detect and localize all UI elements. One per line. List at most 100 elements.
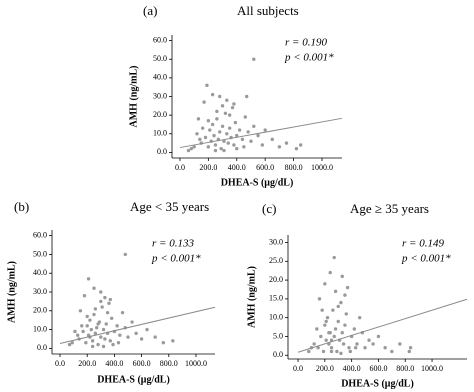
point	[219, 146, 223, 151]
point	[353, 346, 358, 350]
point	[75, 333, 80, 337]
trend-line	[179, 117, 343, 149]
point	[196, 117, 201, 121]
point	[198, 137, 202, 142]
y-axis-label: AMH (ng/mL)	[128, 66, 139, 128]
point	[210, 122, 215, 127]
point	[215, 109, 219, 114]
point	[90, 339, 95, 343]
point	[390, 349, 394, 354]
point	[226, 141, 230, 145]
annotation: r = 0.190	[285, 37, 327, 49]
point	[345, 285, 350, 290]
point	[246, 130, 250, 134]
point	[78, 309, 83, 313]
point	[118, 333, 122, 337]
chart-title: All subjects	[237, 3, 299, 18]
point	[327, 330, 331, 335]
point	[243, 115, 247, 119]
point	[103, 337, 107, 341]
x-tick-label: 800.0	[160, 359, 178, 368]
point	[101, 344, 106, 349]
point	[93, 331, 98, 336]
annotation: r = 0.133	[152, 238, 194, 250]
point	[225, 132, 229, 136]
point	[230, 105, 235, 110]
y-tick-label: 0.0	[157, 147, 167, 156]
point	[84, 341, 88, 345]
point	[153, 335, 157, 339]
point	[161, 341, 166, 345]
x-tick-label: 1000.0	[421, 364, 443, 373]
trend-line	[59, 306, 216, 344]
point	[99, 290, 103, 294]
y-tick-label: 10.0	[33, 324, 47, 333]
x-tick-label: 800.0	[285, 163, 303, 172]
point	[103, 295, 107, 300]
point	[348, 349, 353, 354]
point	[340, 274, 344, 279]
y-tick-label: 15.0	[269, 294, 283, 303]
annotation: r = 0.149	[402, 238, 444, 250]
point	[336, 304, 340, 309]
point	[206, 119, 211, 123]
x-tick-label: 200.0	[78, 359, 96, 368]
y-tick-label: 25.0	[269, 256, 283, 265]
point	[245, 94, 249, 99]
point	[115, 324, 119, 328]
point	[130, 320, 134, 324]
y-tick-label: 0.0	[37, 343, 47, 352]
point	[319, 334, 323, 339]
point	[284, 141, 289, 145]
point	[235, 133, 239, 138]
point	[242, 145, 246, 149]
point	[80, 324, 84, 328]
x-tick-label: 0.0	[55, 359, 65, 368]
point	[335, 349, 339, 354]
point	[108, 297, 113, 302]
x-axis-label: DHEA-S (μg/dL)	[221, 177, 294, 188]
point	[195, 132, 199, 136]
point	[205, 83, 209, 88]
point	[323, 282, 327, 286]
point	[220, 104, 225, 108]
point	[324, 319, 328, 324]
x-tick-label: 0.0	[175, 163, 185, 172]
point	[339, 351, 343, 356]
point	[186, 148, 191, 153]
point	[225, 98, 229, 102]
point	[344, 312, 348, 316]
point	[107, 301, 111, 305]
point	[120, 310, 125, 315]
point	[343, 293, 347, 297]
y-tick-label: 10.0	[153, 129, 167, 138]
point	[85, 314, 89, 319]
panel-label: (a)	[143, 3, 157, 18]
point	[85, 324, 89, 328]
point	[347, 346, 351, 350]
point	[73, 329, 77, 334]
point	[367, 338, 371, 342]
x-tick-label: 800.0	[396, 364, 414, 373]
point	[200, 126, 205, 130]
point	[336, 319, 340, 324]
point	[270, 137, 274, 142]
point	[213, 148, 218, 153]
point	[67, 342, 72, 347]
point	[88, 318, 92, 322]
point	[328, 270, 332, 275]
point	[105, 310, 110, 315]
point	[100, 305, 104, 309]
x-tick-label: 600.0	[256, 163, 274, 172]
point	[340, 330, 344, 335]
point	[208, 128, 212, 132]
point	[294, 146, 299, 151]
point	[332, 255, 336, 260]
point	[81, 329, 85, 334]
x-tick-label: 400.0	[343, 364, 361, 373]
x-axis-label: DHEA-S (μg/dL)	[97, 374, 170, 385]
point	[108, 339, 113, 343]
point	[339, 300, 343, 305]
point	[96, 342, 100, 347]
point	[408, 346, 413, 350]
